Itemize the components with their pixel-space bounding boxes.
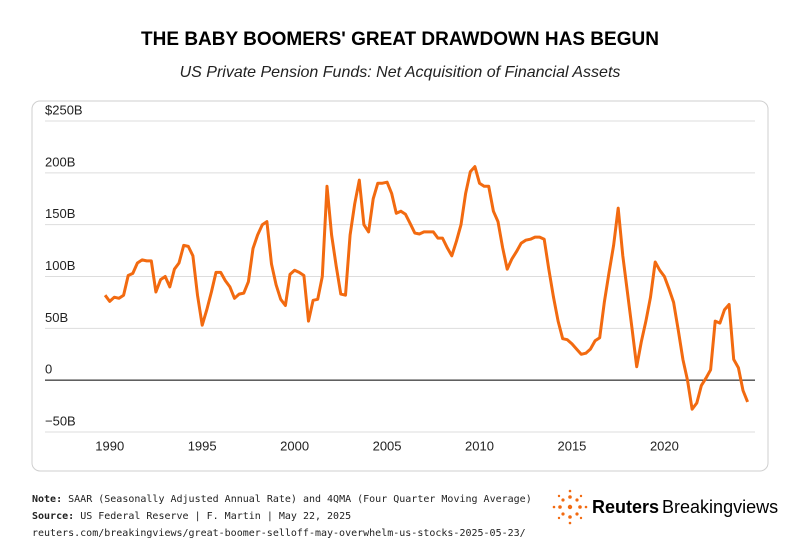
logo-icon xyxy=(552,489,588,525)
chart-title: THE BABY BOOMERS' GREAT DRAWDOWN HAS BEG… xyxy=(141,29,659,50)
y-tick-label: 200B xyxy=(45,154,75,169)
y-tick-label: 100B xyxy=(45,258,75,273)
y-tick-label: 50B xyxy=(45,310,68,325)
x-tick-label: 1990 xyxy=(95,438,124,453)
plot-card xyxy=(31,100,769,472)
note: Note: SAAR (Seasonally Adjusted Annual R… xyxy=(32,494,532,505)
y-tick-label: 0 xyxy=(45,362,52,377)
source: Source: US Federal Reserve | F. Martin |… xyxy=(32,511,351,522)
x-tick-label: 1995 xyxy=(188,438,217,453)
source-label: Source: xyxy=(32,511,74,522)
y-tick-label: 150B xyxy=(45,206,75,221)
note-label: Note: xyxy=(32,494,62,505)
x-tick-label: 2015 xyxy=(557,438,586,453)
logo: Reuters Breakingviews xyxy=(592,497,778,517)
url: reuters.com/breakingviews/great-boomer-s… xyxy=(32,528,526,539)
x-tick-label: 2000 xyxy=(280,438,309,453)
y-tick-label: $250B xyxy=(45,102,83,117)
logo-product: Breakingviews xyxy=(662,497,778,517)
x-tick-label: 2010 xyxy=(465,438,494,453)
note-text: SAAR (Seasonally Adjusted Annual Rate) a… xyxy=(68,494,532,505)
chart-subtitle: US Private Pension Funds: Net Acquisitio… xyxy=(180,64,621,81)
x-tick-label: 2020 xyxy=(650,438,679,453)
y-tick-label: −50B xyxy=(45,413,76,428)
source-text: US Federal Reserve | F. Martin | May 22,… xyxy=(80,511,351,522)
x-tick-label: 2005 xyxy=(373,438,402,453)
series-line xyxy=(103,165,749,411)
logo-brand: Reuters xyxy=(592,497,659,517)
